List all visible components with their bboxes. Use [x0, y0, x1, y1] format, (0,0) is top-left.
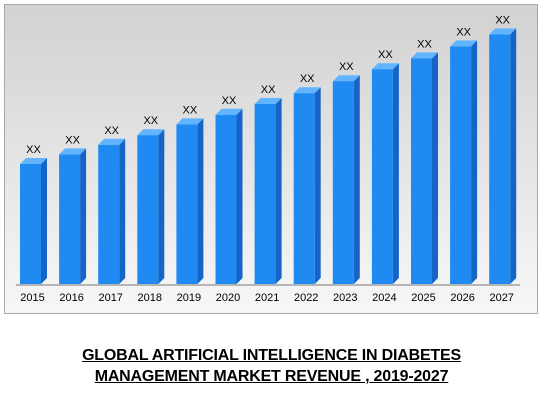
bar-2020: [215, 108, 243, 284]
bar-side-2020: [236, 108, 243, 284]
bar-top-2017: [98, 138, 126, 145]
data-label-2017: XX: [104, 125, 119, 137]
x-tick-label-2023: 2023: [333, 292, 357, 304]
bar-side-2018: [158, 129, 165, 284]
bar-2017: [98, 138, 126, 284]
bar-front-2016: [59, 154, 81, 284]
bar-2021: [254, 98, 282, 284]
bar-top-2025: [411, 52, 438, 59]
bar-2023: [332, 75, 360, 284]
bar-2018: [137, 129, 165, 284]
bar-side-2027: [510, 28, 517, 285]
bar-top-2022: [293, 87, 321, 94]
data-label-2026: XX: [456, 26, 471, 38]
data-label-2018: XX: [143, 115, 158, 127]
bar-side-2021: [275, 98, 282, 284]
chart-title: GLOBAL ARTIFICIAL INTELLIGENCE IN DIABET…: [0, 345, 543, 387]
bar-side-2017: [119, 138, 126, 284]
x-tick-label-2016: 2016: [59, 292, 83, 304]
chart-title-line-2: MANAGEMENT MARKET REVENUE , 2019-2027: [94, 368, 449, 385]
bar-front-2022: [293, 93, 315, 284]
bar-2015: [20, 158, 47, 284]
bar-front-2021: [254, 104, 276, 284]
bar-2022: [293, 87, 321, 284]
bar-top-2024: [371, 63, 399, 70]
data-label-2025: XX: [417, 38, 432, 50]
bar-side-2025: [432, 52, 438, 285]
bar-top-2020: [215, 108, 243, 115]
bar-2027: [489, 28, 517, 285]
x-tick-label-2024: 2024: [372, 292, 396, 304]
x-tick-label-2020: 2020: [216, 292, 240, 304]
bar-front-2027: [489, 34, 511, 285]
x-tick-label-2018: 2018: [138, 292, 162, 304]
bar-side-2015: [41, 158, 47, 284]
bar-chart: XX 2015 XX 2016 XX 2017 XX 2018 XX 2019 XX 2020 XX 20…: [16, 14, 521, 304]
bar-top-2023: [332, 75, 360, 82]
bar-top-2015: [20, 158, 47, 164]
data-label-2021: XX: [261, 84, 276, 96]
bar-top-2018: [137, 129, 165, 136]
x-tick-label-2027: 2027: [489, 292, 513, 304]
x-tick-label-2017: 2017: [98, 292, 122, 304]
x-tick-label-2022: 2022: [294, 292, 318, 304]
bar-side-2023: [353, 75, 360, 284]
x-tick-label-2025: 2025: [411, 292, 435, 304]
data-label-2015: XX: [26, 144, 41, 156]
bar-2024: [371, 63, 399, 285]
data-label-2023: XX: [339, 61, 354, 73]
bar-front-2020: [215, 114, 237, 284]
x-tick-label-2026: 2026: [450, 292, 474, 304]
data-label-2016: XX: [65, 134, 80, 146]
bar-front-2015: [20, 164, 41, 284]
bar-top-2026: [450, 40, 478, 47]
data-label-2020: XX: [222, 95, 237, 107]
bar-front-2019: [176, 124, 198, 285]
bar-2016: [59, 148, 87, 284]
chart-title-line-1: GLOBAL ARTIFICIAL INTELLIGENCE IN DIABET…: [82, 347, 461, 364]
data-label-2024: XX: [378, 49, 393, 61]
bar-2019: [176, 118, 204, 285]
bar-front-2025: [411, 58, 432, 285]
bar-2026: [450, 40, 478, 285]
bar-top-2019: [176, 118, 204, 125]
bar-front-2024: [371, 69, 393, 284]
data-label-2019: XX: [183, 104, 198, 116]
bar-side-2022: [314, 87, 321, 284]
x-tick-label-2021: 2021: [255, 292, 279, 304]
bar-top-2021: [254, 98, 282, 104]
bar-side-2019: [197, 118, 204, 285]
x-tick-label-2015: 2015: [20, 292, 44, 304]
bar-side-2024: [392, 63, 399, 285]
bar-front-2026: [450, 46, 472, 285]
bar-top-2016: [59, 148, 87, 155]
bar-front-2018: [137, 135, 159, 284]
data-label-2027: XX: [495, 14, 510, 26]
x-tick-label-2019: 2019: [177, 292, 201, 304]
bar-top-2027: [489, 28, 517, 35]
bar-2025: [411, 52, 438, 285]
bar-side-2016: [80, 148, 87, 284]
bar-front-2017: [98, 144, 120, 284]
chart-floor: [16, 284, 521, 286]
bar-side-2026: [471, 40, 478, 285]
bar-front-2023: [332, 81, 354, 284]
data-label-2022: XX: [300, 73, 315, 85]
